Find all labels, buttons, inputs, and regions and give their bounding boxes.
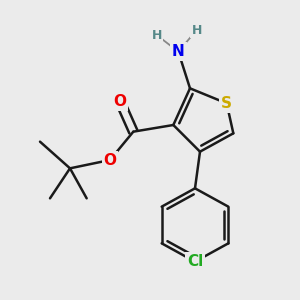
Text: O: O [103, 152, 116, 167]
Text: O: O [113, 94, 127, 109]
Text: S: S [221, 96, 232, 111]
Text: Cl: Cl [187, 254, 203, 269]
Text: H: H [152, 28, 162, 41]
Text: N: N [172, 44, 185, 59]
Text: H: H [191, 23, 202, 37]
